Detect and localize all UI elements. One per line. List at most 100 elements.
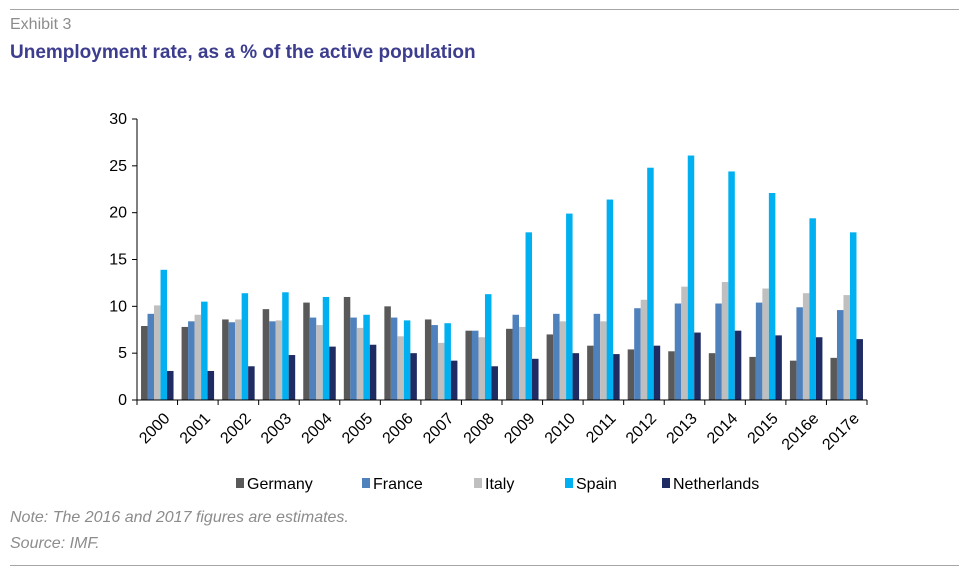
bar-france-2015 xyxy=(755,302,763,400)
bar-germany-2008 xyxy=(465,330,472,400)
bar-germany-2016e xyxy=(789,360,797,400)
legend-label-france: France xyxy=(373,476,423,493)
bar-spain-2006 xyxy=(403,320,411,400)
bar-netherlands-2009 xyxy=(532,358,539,400)
bar-germany-2012 xyxy=(627,349,635,400)
bar-france-2008 xyxy=(471,330,479,400)
x-tick-label: 2004 xyxy=(298,410,335,447)
bar-netherlands-2003 xyxy=(288,355,296,400)
bar-italy-2017e xyxy=(843,295,850,400)
bar-spain-2010 xyxy=(566,213,573,400)
bar-netherlands-2008 xyxy=(491,366,498,400)
bar-italy-2002 xyxy=(235,319,242,400)
bar-germany-2001 xyxy=(181,326,189,400)
bar-italy-2011 xyxy=(600,321,607,400)
x-axis: 2000 2001 2002 2003 2004 2005 2006 2007 2008 2009… xyxy=(136,399,868,454)
x-tick-label: 2008 xyxy=(461,410,498,447)
x-tick-label: 2003 xyxy=(258,410,295,447)
bar-germany-2007 xyxy=(424,319,432,400)
bar-germany-2009 xyxy=(506,328,513,400)
bar-spain-2007 xyxy=(444,323,451,400)
exhibit-label: Exhibit 3 xyxy=(10,16,72,33)
bar-germany-2014 xyxy=(708,353,716,400)
bar-france-2012 xyxy=(634,308,641,400)
bar-italy-2006 xyxy=(397,336,404,400)
chart-title: Unemployment rate, as a % of the active … xyxy=(10,42,476,63)
bar-spain-2017e xyxy=(849,232,857,400)
legend-label-netherlands: Netherlands xyxy=(673,476,759,493)
bar-spain-2015 xyxy=(768,193,776,400)
bar-italy-2008 xyxy=(478,337,485,400)
bar-netherlands-2004 xyxy=(329,346,336,400)
bar-germany-2013 xyxy=(668,351,675,400)
bar-netherlands-2006 xyxy=(410,353,417,400)
bar-netherlands-2007 xyxy=(450,360,458,400)
x-tick-label: 2014 xyxy=(704,410,741,447)
top-divider xyxy=(10,9,959,10)
x-tick-label: 2012 xyxy=(623,410,660,447)
x-tick-label: 2015 xyxy=(745,410,782,447)
bar-italy-2005 xyxy=(356,327,364,400)
legend-swatch-france xyxy=(362,478,370,488)
legend-label-germany: Germany xyxy=(247,476,313,493)
source-note: Source: IMF. xyxy=(10,535,100,552)
y-tick-label: 0 xyxy=(118,392,127,409)
legend-swatch-spain xyxy=(565,478,573,488)
bar-germany-2011 xyxy=(587,345,594,400)
bar-france-2002 xyxy=(228,322,236,400)
bar-netherlands-2013 xyxy=(694,332,701,400)
bar-spain-2001 xyxy=(201,301,208,400)
bar-spain-2016e xyxy=(809,218,816,400)
bar-spain-2003 xyxy=(282,292,289,400)
bar-germany-2017e xyxy=(830,357,837,400)
bar-netherlands-2005 xyxy=(369,344,377,400)
bar-netherlands-2017e xyxy=(856,339,863,400)
bar-italy-2013 xyxy=(681,286,688,400)
bar-spain-2013 xyxy=(687,155,695,400)
y-tick-label: 30 xyxy=(109,111,127,128)
bar-italy-2016e xyxy=(802,293,810,400)
bar-spain-2002 xyxy=(241,293,249,400)
bar-germany-2015 xyxy=(749,356,756,400)
bar-italy-2009 xyxy=(519,326,526,400)
x-tick-label: 2006 xyxy=(380,410,417,447)
bar-germany-2000 xyxy=(141,326,148,400)
bar-france-2004 xyxy=(309,317,317,400)
bar-france-2003 xyxy=(269,321,276,400)
x-tick-label: 2016e xyxy=(779,410,823,454)
bar-germany-2003 xyxy=(262,309,270,400)
bar-germany-2005 xyxy=(343,296,351,400)
x-tick-label: 2000 xyxy=(136,410,173,447)
bar-germany-2010 xyxy=(546,334,554,400)
bars xyxy=(141,155,863,400)
bar-germany-2006 xyxy=(384,306,391,400)
bar-france-2010 xyxy=(553,313,560,400)
bar-netherlands-2010 xyxy=(572,353,580,400)
bar-france-2007 xyxy=(431,325,438,400)
bar-netherlands-2014 xyxy=(734,330,742,400)
x-tick-label: 2013 xyxy=(663,410,700,447)
y-tick-label: 15 xyxy=(109,252,127,269)
y-tick-label: 10 xyxy=(109,298,127,315)
bar-spain-2009 xyxy=(525,232,533,400)
bar-spain-2011 xyxy=(606,199,614,400)
bar-spain-2014 xyxy=(728,171,735,400)
bar-spain-2004 xyxy=(322,296,330,400)
bar-italy-2004 xyxy=(316,325,323,400)
bar-germany-2002 xyxy=(222,319,229,400)
bar-italy-2010 xyxy=(559,321,567,400)
footnote: Note: The 2016 and 2017 figures are esti… xyxy=(10,509,349,526)
legend-swatch-germany xyxy=(236,478,244,488)
bar-netherlands-2011 xyxy=(613,354,620,400)
bar-netherlands-2000 xyxy=(167,370,174,400)
bar-spain-2005 xyxy=(363,314,370,400)
bar-italy-2007 xyxy=(437,342,445,400)
bar-spain-2008 xyxy=(484,294,492,400)
y-tick-label: 20 xyxy=(109,205,127,222)
bar-france-2005 xyxy=(350,317,357,400)
bar-france-2001 xyxy=(188,321,195,400)
y-axis: 0 5 10 15 20 25 30 xyxy=(109,111,138,409)
bar-italy-2001 xyxy=(194,314,202,400)
x-tick-label: 2005 xyxy=(339,410,376,447)
